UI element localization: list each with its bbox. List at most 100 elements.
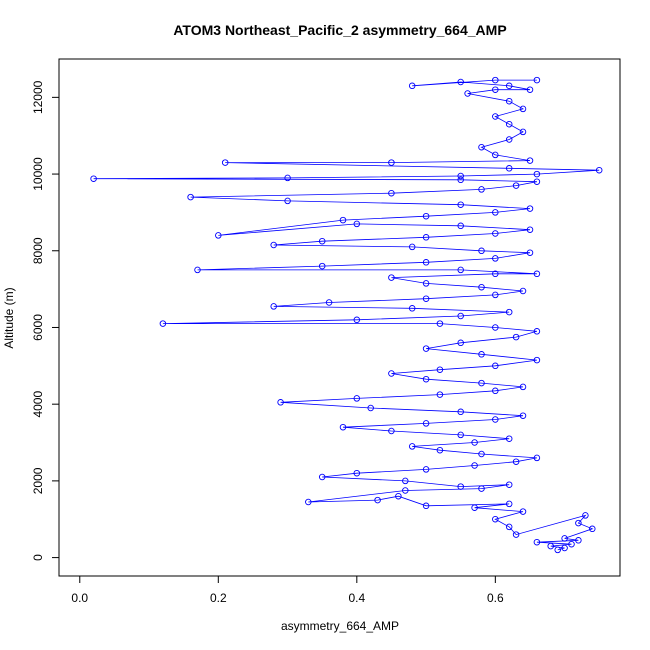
data-point bbox=[408, 305, 416, 312]
data-point bbox=[464, 90, 471, 97]
data-point bbox=[505, 120, 513, 128]
data-point bbox=[526, 226, 534, 233]
data-point bbox=[505, 435, 513, 442]
data-point bbox=[533, 170, 541, 178]
data-point bbox=[533, 454, 541, 462]
data-point bbox=[492, 324, 499, 331]
data-point bbox=[215, 232, 222, 239]
data-point bbox=[526, 157, 534, 164]
data-point bbox=[270, 241, 277, 249]
data-point bbox=[353, 316, 361, 324]
data-point bbox=[512, 458, 520, 465]
data-point bbox=[159, 320, 167, 327]
data-point bbox=[478, 485, 485, 492]
data-point bbox=[492, 230, 499, 237]
data-point bbox=[526, 86, 534, 93]
data-point bbox=[519, 105, 527, 113]
data-point bbox=[575, 519, 582, 527]
y-tick-label: 2000 bbox=[31, 467, 45, 494]
data-point bbox=[353, 469, 361, 477]
data-point bbox=[422, 466, 430, 473]
data-point bbox=[533, 270, 541, 278]
x-axis-label: asymmetry_664_AMP bbox=[281, 619, 399, 633]
data-point bbox=[589, 525, 596, 533]
data-point bbox=[547, 542, 554, 550]
data-point bbox=[325, 299, 333, 306]
data-point bbox=[492, 209, 499, 216]
data-point bbox=[471, 504, 478, 511]
data-point bbox=[457, 312, 464, 320]
data-point bbox=[408, 82, 416, 90]
data-point bbox=[457, 266, 464, 274]
data-point bbox=[492, 86, 499, 93]
data-point bbox=[305, 498, 312, 506]
y-tick-label: 12000 bbox=[31, 80, 45, 114]
data-point bbox=[533, 328, 541, 335]
data-point bbox=[505, 523, 513, 531]
data-point bbox=[353, 395, 361, 402]
data-point bbox=[353, 220, 361, 228]
data-point bbox=[422, 259, 430, 266]
data-point bbox=[561, 544, 568, 552]
data-point bbox=[221, 159, 229, 166]
data-point bbox=[90, 175, 97, 182]
data-point bbox=[519, 508, 527, 515]
data-point bbox=[457, 78, 464, 86]
data-point bbox=[478, 379, 485, 387]
data-point bbox=[457, 408, 464, 416]
series-line bbox=[93, 79, 600, 551]
data-point bbox=[512, 182, 520, 189]
data-point bbox=[318, 237, 326, 245]
data-point bbox=[478, 351, 485, 358]
data-point bbox=[388, 427, 395, 435]
data-point bbox=[187, 193, 194, 201]
data-point bbox=[457, 172, 464, 180]
data-point bbox=[471, 439, 478, 446]
data-point bbox=[422, 502, 430, 510]
data-point bbox=[533, 356, 541, 364]
data-point bbox=[492, 270, 499, 278]
data-point bbox=[492, 387, 499, 395]
x-axis: 0.0 0.2 0.4 0.6 bbox=[71, 575, 504, 605]
data-point bbox=[519, 383, 527, 391]
data-point bbox=[194, 266, 201, 274]
data-point bbox=[422, 295, 430, 302]
data-point bbox=[519, 412, 527, 419]
data-point bbox=[519, 128, 527, 136]
data-point bbox=[457, 176, 464, 184]
data-point bbox=[318, 262, 326, 270]
data-point bbox=[436, 320, 444, 327]
data-point bbox=[533, 76, 541, 84]
data-point bbox=[492, 515, 499, 523]
data-point bbox=[492, 291, 499, 299]
data-point bbox=[388, 189, 395, 197]
data-point bbox=[505, 97, 513, 105]
data-point bbox=[492, 255, 499, 262]
data-point bbox=[561, 535, 568, 542]
data-point bbox=[388, 370, 395, 377]
data-point bbox=[457, 201, 464, 208]
data-point bbox=[526, 249, 534, 256]
data-point bbox=[512, 333, 520, 341]
data-point bbox=[478, 247, 485, 255]
data-point bbox=[478, 450, 485, 458]
data-point bbox=[505, 136, 513, 143]
data-point bbox=[492, 113, 499, 120]
data-point bbox=[402, 477, 409, 485]
data-point bbox=[533, 538, 541, 546]
data-point bbox=[505, 308, 513, 316]
data-point bbox=[492, 416, 499, 423]
data-point bbox=[339, 216, 347, 224]
data-point bbox=[388, 159, 395, 166]
data-point bbox=[374, 496, 381, 504]
y-axis-label: Altitude (m) bbox=[2, 287, 16, 348]
data-point bbox=[575, 537, 582, 544]
data-point bbox=[436, 446, 444, 454]
data-point bbox=[436, 391, 444, 398]
data-point bbox=[408, 243, 416, 251]
data-point bbox=[505, 165, 513, 172]
data-point bbox=[395, 492, 402, 500]
data-point bbox=[492, 362, 499, 370]
data-point bbox=[554, 546, 561, 554]
